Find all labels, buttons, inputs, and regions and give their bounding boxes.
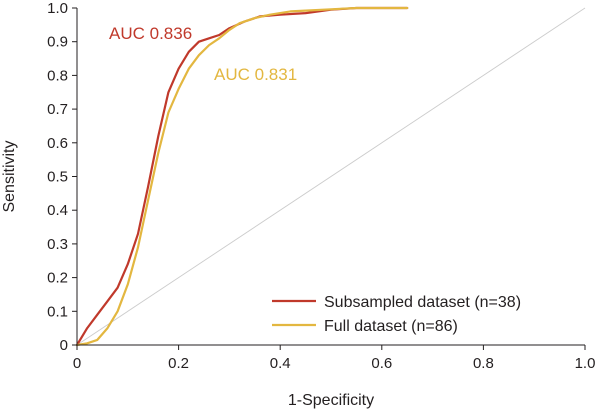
y-tick-label: 1.0 <box>47 0 68 17</box>
legend-label-subsampled: Subsampled dataset (n=38) <box>324 294 521 311</box>
x-tick-label: 0.8 <box>473 355 494 372</box>
x-tick-label: 0.6 <box>371 355 392 372</box>
y-tick-label: 0 <box>60 337 68 354</box>
y-axis-title: Sensitivity <box>1 140 18 212</box>
series-line-subsampled <box>75 6 409 347</box>
auc-label-full: AUC 0.831 <box>214 65 297 84</box>
chance-diagonal-line <box>76 7 586 346</box>
series-line-full <box>75 6 409 347</box>
x-tick-label: 1.0 <box>575 355 596 372</box>
y-tick-label: 0.6 <box>47 135 68 152</box>
y-tick-label: 0.8 <box>47 67 68 84</box>
y-tick-label: 0.2 <box>47 270 68 287</box>
x-tick-label: 0 <box>73 355 81 372</box>
auc-label-subsampled: AUC 0.836 <box>109 24 192 43</box>
y-tick-label: 0.3 <box>47 236 68 253</box>
x-tick-label: 0.4 <box>270 355 291 372</box>
y-tick-label: 0.4 <box>47 202 68 219</box>
x-axis-title: 1-Specificity <box>288 392 374 409</box>
y-tick-label: 0.7 <box>47 101 68 118</box>
legend-label-full: Full dataset (n=86) <box>324 318 458 335</box>
x-tick-label: 0.2 <box>168 355 189 372</box>
y-tick-label: 0.9 <box>47 34 68 51</box>
y-tick-label: 0.5 <box>47 169 68 186</box>
y-tick-label: 0.1 <box>47 303 68 320</box>
